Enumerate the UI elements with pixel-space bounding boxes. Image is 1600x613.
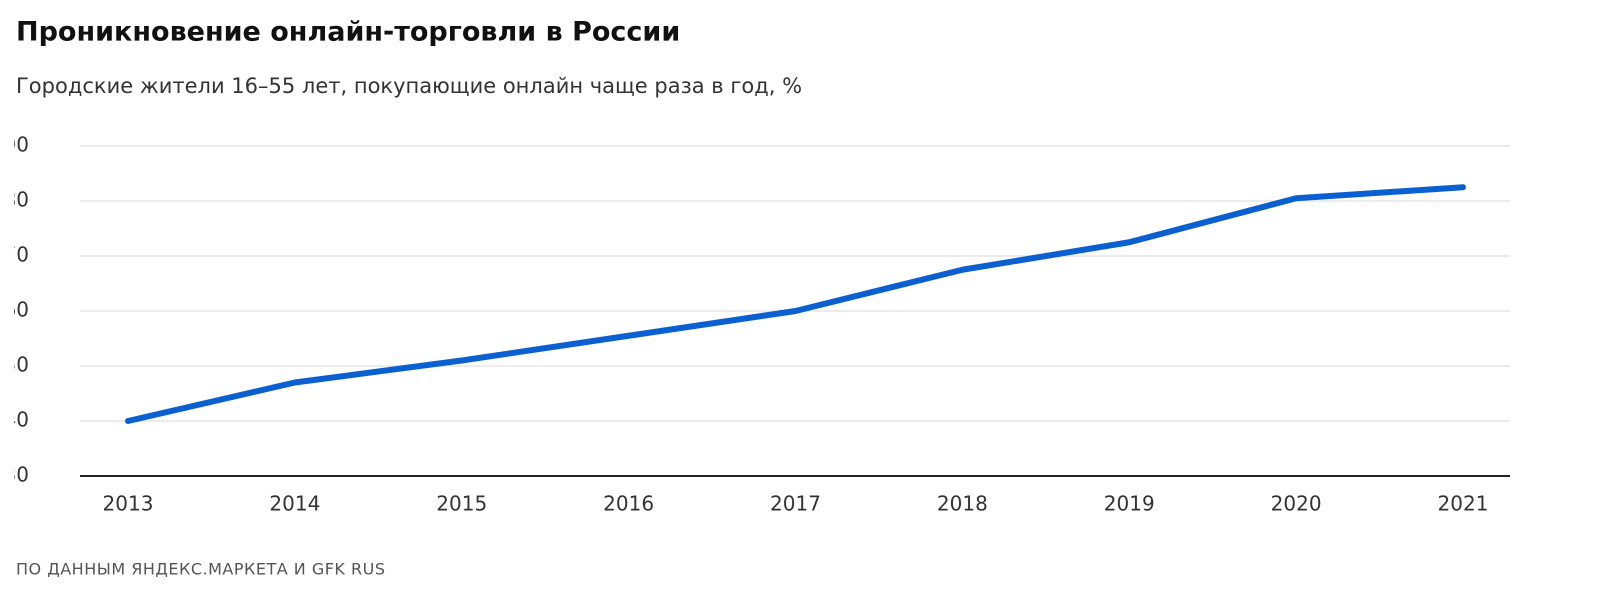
x-tick-label: 2013 — [103, 492, 154, 516]
x-tick-label: 2016 — [603, 492, 654, 516]
x-tick-label: 2018 — [937, 492, 988, 516]
x-tick-label: 2014 — [269, 492, 320, 516]
y-tick-label: 60 — [4, 298, 29, 322]
source-note: ПО ДАННЫМ ЯНДЕКС.МАРКЕТА И GFK RUS — [16, 560, 386, 579]
chart-title: Проникновение онлайн-торговли в России — [16, 17, 680, 48]
x-tick-label: 2015 — [436, 492, 487, 516]
x-tick-label: 2021 — [1438, 492, 1489, 516]
data-line — [125, 184, 1466, 424]
y-tick-label: 80 — [4, 188, 29, 212]
chart-subtitle: Городские жители 16–55 лет, покупающие о… — [16, 74, 802, 98]
x-tick-label: 2020 — [1271, 492, 1322, 516]
x-tick-label: 2017 — [770, 492, 821, 516]
y-tick-label: 70 — [4, 243, 29, 267]
y-tick-label: 50 — [4, 353, 29, 377]
y-tick-label: 30 — [4, 463, 29, 487]
x-tick-label: 2019 — [1104, 492, 1155, 516]
y-tick-label: 90 — [4, 133, 29, 157]
y-tick-label: 40 — [4, 408, 29, 432]
